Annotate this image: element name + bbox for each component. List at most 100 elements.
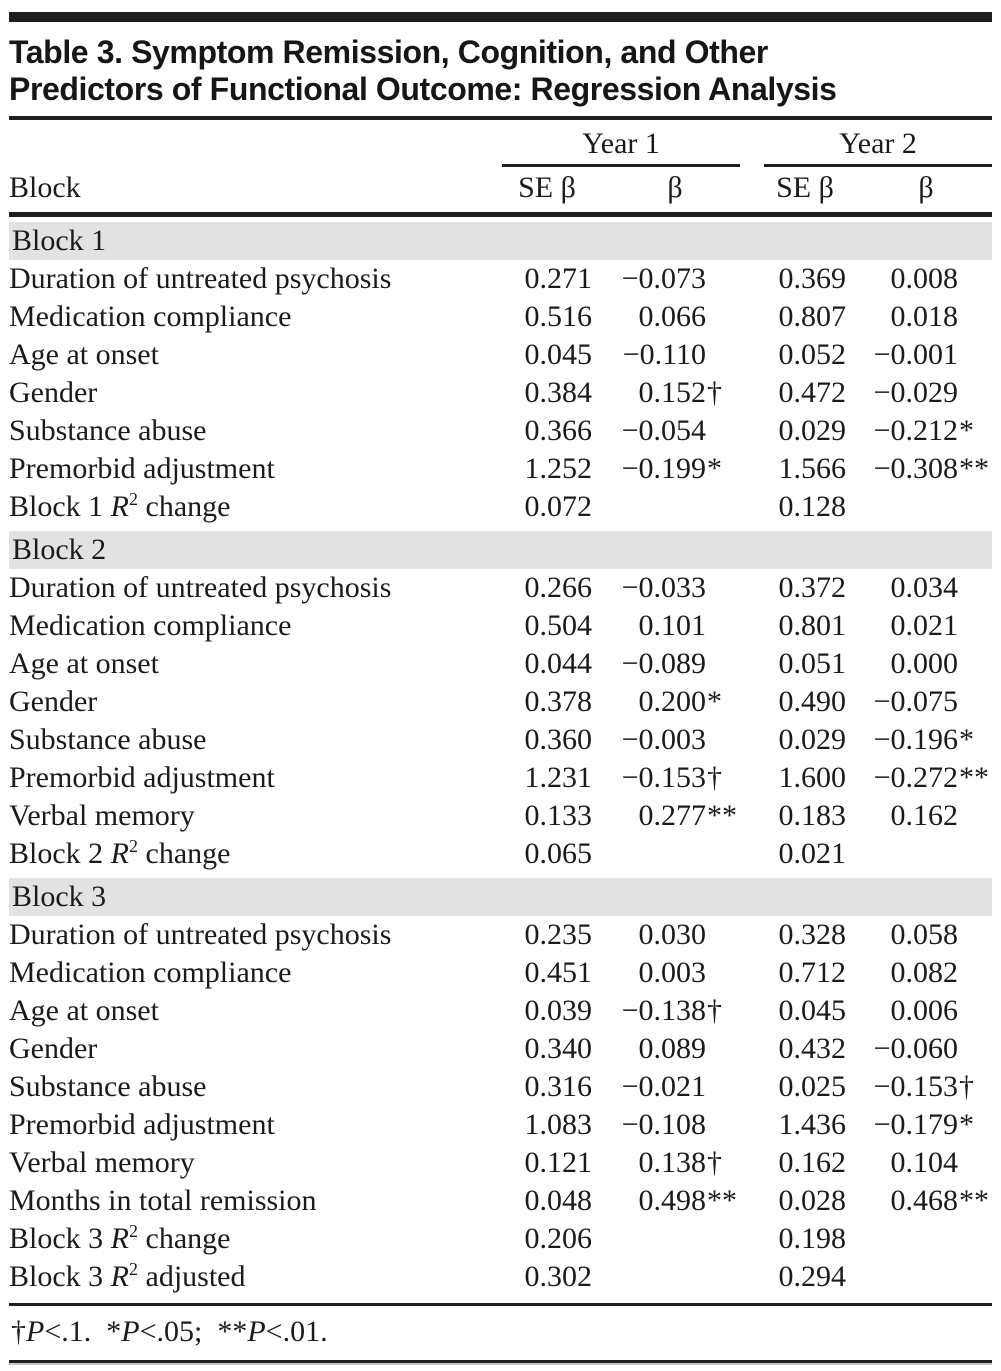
table-footnote: †P<.1. *P<.05; **P<.01. [11,1315,328,1348]
beta-year2-significance [958,298,992,336]
se-year1-value: 1.231 [524,761,593,794]
beta-year1-significance [706,260,740,298]
se-year2-value: 0.198 [778,1222,847,1255]
predictor-label: Premorbid adjustment [9,1108,275,1141]
se-year2-value: 0.712 [778,956,847,989]
se-year1-value: 0.039 [524,994,593,1027]
bottom-rule-shadow [9,1363,992,1365]
beta-year2-significance: * [959,1108,974,1141]
r2-change-label: Block 1 R2 change [9,489,231,523]
table-row: Medication compliance 0.504 0.101 0.801 0.02… [9,607,992,645]
se-year1-value: 0.384 [524,376,593,409]
beta-year1-significance [706,607,740,645]
table-row: Medication compliance 0.451 0.003 0.712 0.08… [9,954,992,992]
beta-year1-significance [706,569,740,607]
beta-year1-value: −0.199 [621,452,706,485]
column-header-beta-year1: β [667,171,683,204]
beta-year2-value: −0.196 [873,723,958,756]
predictor-label: Gender [9,376,98,409]
table-row: Premorbid adjustment 1.083 −0.108 1.436 −0.1… [9,1106,992,1144]
beta-year1-value: 0.200 [638,685,707,718]
beta-year2-significance [958,916,992,954]
beta-year2-value: −0.308 [873,452,958,485]
beta-year2-significance [958,336,992,374]
beta-year1-value: 0.498 [638,1184,707,1217]
predictor-label: Gender [9,1032,98,1065]
se-year2-value: 0.028 [778,1184,847,1217]
se-year2-value: 0.051 [778,647,847,680]
se-year1-value: 0.504 [524,609,593,642]
beta-year1-value: −0.138 [621,994,706,1027]
predictor-label: Age at onset [9,647,159,680]
beta-year1-significance: * [707,452,722,485]
beta-year1-significance: ** [707,799,737,832]
se-year1-value: 0.072 [524,490,593,523]
year1-spanner: Year 1 [502,127,740,167]
beta-year2-value: −0.153 [873,1070,958,1103]
table-row: Duration of untreated psychosis 0.235 0.03… [9,916,992,954]
se-year1-value: 0.045 [524,338,593,371]
se-year1-value: 0.206 [524,1222,593,1255]
r2-adjusted-label: Block 3 R2 adjusted [9,1259,246,1293]
beta-year2-value: 0.082 [890,956,959,989]
beta-year1-value: −0.073 [621,262,706,295]
beta-year2-value: 0.058 [890,918,959,951]
beta-year2-value: −0.075 [873,685,958,718]
beta-year1-significance: † [707,1146,722,1179]
beta-year2-value: 0.018 [890,300,959,333]
beta-year1-significance: ** [707,1184,737,1217]
table-row: Substance abuse 0.366 −0.054 0.029 −0.212 * [9,412,992,450]
predictor-label: Medication compliance [9,609,292,642]
se-year2-value: 1.600 [778,761,847,794]
se-year2-value: 0.045 [778,994,847,1027]
se-year2-value: 1.436 [778,1108,847,1141]
beta-year1-value: −0.110 [622,338,706,371]
beta-year2-significance: ** [959,452,989,485]
se-year2-value: 0.801 [778,609,847,642]
se-year1-value: 0.048 [524,1184,593,1217]
beta-year2-significance [958,374,992,412]
beta-year2-significance [958,1144,992,1182]
predictor-label: Substance abuse [9,1070,207,1103]
beta-year1-value: −0.003 [621,723,706,756]
beta-year2-significance [958,954,992,992]
table-row: Block 2 R2 change 0.065 0.021 [9,835,992,873]
beta-year1-significance [706,336,740,374]
predictor-label: Medication compliance [9,956,292,989]
beta-year1-significance [706,1030,740,1068]
table-row: Premorbid adjustment 1.231 −0.153 † 1.600 −0.… [9,759,992,797]
beta-year2-value: −0.060 [873,1032,958,1065]
title-divider [9,116,992,120]
se-year2-value: 0.432 [778,1032,847,1065]
beta-year1-significance [706,645,740,683]
beta-year2-value: 0.468 [890,1184,959,1217]
beta-year2-significance [958,645,992,683]
predictor-label: Premorbid adjustment [9,761,275,794]
se-year1-value: 0.133 [524,799,593,832]
table-row: Age at onset 0.044 −0.089 0.051 0.000 [9,645,992,683]
beta-year2-significance: ** [959,1184,989,1217]
predictor-label: Verbal memory [9,799,195,832]
block-2-band: Block 2 [9,531,992,569]
se-year2-value: 0.029 [778,723,847,756]
beta-year1-significance: † [707,761,722,794]
beta-year1-value: −0.033 [621,571,706,604]
se-year2-value: 0.021 [778,837,847,870]
predictor-label: Age at onset [9,994,159,1027]
dagger-note: † [11,1315,26,1348]
se-year1-value: 1.083 [524,1108,593,1141]
header-divider [9,212,992,217]
se-year2-value: 0.052 [778,338,847,371]
beta-year2-significance: † [959,1070,974,1103]
predictor-label: Substance abuse [9,723,207,756]
se-year2-value: 0.029 [778,414,847,447]
predictor-label: Gender [9,685,98,718]
table-row: Gender 0.378 0.200 * 0.490 −0.075 [9,683,992,721]
beta-year2-value: 0.006 [890,994,959,1027]
se-year1-value: 0.266 [524,571,593,604]
table-row: Duration of untreated psychosis 0.271 −0.0… [9,260,992,298]
predictor-label: Duration of untreated psychosis [9,571,392,604]
se-year1-value: 0.516 [524,300,593,333]
se-year2-value: 0.183 [778,799,847,832]
se-year1-value: 0.340 [524,1032,593,1065]
